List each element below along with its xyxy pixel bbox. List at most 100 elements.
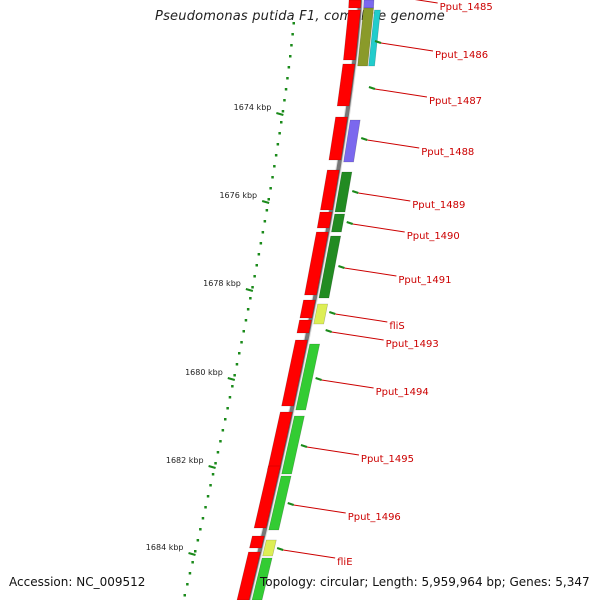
cds-gene-block <box>357 7 374 67</box>
cds-gene-block <box>281 415 305 475</box>
axis-dot <box>259 242 263 245</box>
axis-dot <box>255 264 258 267</box>
forward-gene-block <box>336 63 356 107</box>
axis-dot <box>209 484 212 487</box>
gene-tick <box>338 265 345 269</box>
axis-major-tick <box>245 288 254 292</box>
gene-label: fliS <box>389 321 404 332</box>
forward-gene-block <box>328 116 348 161</box>
gene-label: Pput_1486 <box>435 50 488 61</box>
gene-leader-line <box>352 223 405 233</box>
axis-dot <box>291 33 294 36</box>
axis-dot <box>287 66 291 69</box>
forward-gene-block <box>304 231 329 296</box>
axis-dot <box>276 143 280 146</box>
gene-leader-line <box>283 549 336 559</box>
axis-major-tick <box>276 112 284 116</box>
cds-gene-block <box>334 171 353 213</box>
cds-gene-block <box>331 213 346 233</box>
axis-dot <box>263 220 267 223</box>
axis-major-tick <box>188 552 196 556</box>
axis-dot <box>224 418 227 421</box>
gene-leader-line <box>374 88 428 98</box>
axis-dot <box>244 319 248 322</box>
axis-dot <box>231 385 234 388</box>
cds-gene-block <box>268 475 292 531</box>
gene-label: Pput_1491 <box>398 275 451 286</box>
axis-dot <box>249 297 252 300</box>
forward-gene-block <box>320 169 340 211</box>
axis-dot <box>251 286 254 289</box>
accession-text: Accession: NC_009512 <box>9 575 146 589</box>
feature-track <box>236 0 381 600</box>
axis-dot <box>292 22 295 25</box>
axis-dot <box>206 495 210 498</box>
axis-dot <box>186 583 189 586</box>
gene-leader-line <box>321 379 374 389</box>
axis-dot <box>233 374 236 377</box>
forward-gene-block <box>236 551 261 600</box>
axis-label: 1678 kbp <box>203 279 241 288</box>
axis-dot <box>253 275 256 278</box>
forward-gene-block <box>281 339 308 407</box>
gene-tick <box>315 377 322 381</box>
axis-dot <box>216 451 220 454</box>
axis-dot <box>265 209 269 212</box>
forward-gene-block <box>299 299 316 319</box>
gene-leader-line <box>335 313 388 323</box>
gene-leader-line <box>306 446 360 456</box>
forward-gene-block <box>348 0 362 9</box>
axis-dot <box>214 462 217 465</box>
gene-tick <box>329 311 336 315</box>
axis-dot <box>283 99 286 102</box>
axis-dot <box>271 176 274 179</box>
axis-dot <box>246 308 250 311</box>
gene-tick <box>368 86 376 90</box>
forward-gene-block <box>249 535 265 549</box>
gene-label: Pput_1494 <box>376 387 429 398</box>
axis-dot <box>219 440 222 443</box>
forward-gene-block <box>343 9 361 61</box>
axis-dot <box>183 594 186 597</box>
gene-label: Pput_1487 <box>429 96 482 107</box>
gene-label: Pput_1495 <box>361 454 414 465</box>
axis-label: 1674 kbp <box>234 103 272 112</box>
cds-gene-block <box>262 539 277 557</box>
cds-gene-block <box>295 343 321 411</box>
gene-leader-line <box>331 331 384 341</box>
axis-dot <box>281 110 285 113</box>
axis-dot <box>261 231 265 234</box>
axis-dot <box>188 572 192 575</box>
gene-tick <box>351 190 359 194</box>
axis-dot <box>290 44 293 47</box>
coordinate-axis: 1674 kbp 1676 kbp 1678 kbp 1680 kbp 1682 kbp… <box>146 22 295 597</box>
axis-dot <box>226 407 229 410</box>
gene-tick <box>360 137 368 141</box>
axis-dot <box>194 550 197 553</box>
gene-leader-line <box>414 0 438 4</box>
axis-dot <box>257 253 261 256</box>
forward-gene-block <box>296 319 312 334</box>
axis-label: 1682 kbp <box>166 456 204 465</box>
axis-label: 1680 kbp <box>185 368 223 377</box>
gene-label: Pput_1489 <box>412 200 465 211</box>
cds-gene-block <box>343 119 361 163</box>
axis-dot <box>273 165 276 168</box>
gene-label: Pput_1496 <box>348 512 401 523</box>
axis-dot <box>191 561 194 564</box>
axis-dot <box>196 539 200 542</box>
gene-tick <box>287 502 295 506</box>
forward-gene-block <box>316 211 333 229</box>
axis-dot <box>228 396 232 399</box>
axis-dot <box>284 88 288 91</box>
axis-dot <box>204 506 207 509</box>
gene-labels: Pput_1485 Pput_1486 Pput_1487 Pput_1488 Pput… <box>276 0 493 568</box>
axis-dot <box>267 198 270 201</box>
axis-dot <box>269 187 272 190</box>
gene-leader-line <box>380 42 434 52</box>
gene-tick <box>325 329 332 333</box>
gene-label: Pput_1490 <box>407 231 460 242</box>
axis-dot <box>289 55 292 58</box>
gene-tick <box>374 40 382 44</box>
